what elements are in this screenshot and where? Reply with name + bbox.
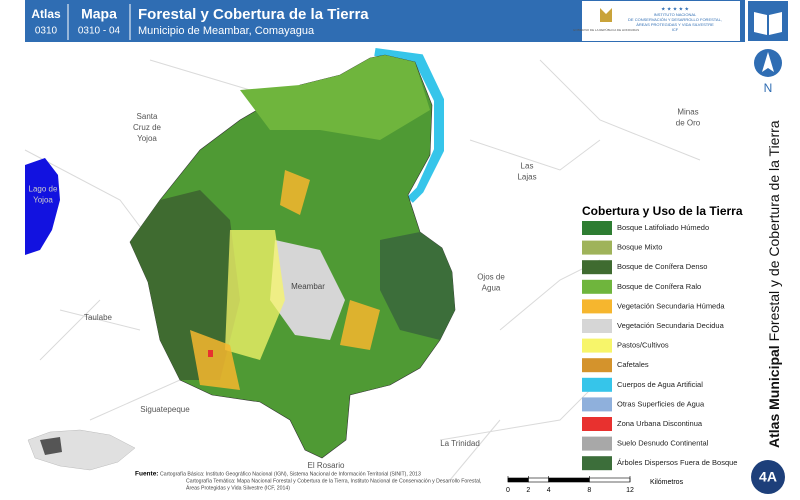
place-label: Meambar: [291, 282, 325, 291]
scale-tick-label: 2: [526, 487, 530, 494]
logo-text: INSTITUTO NACIONAL: [654, 12, 697, 17]
legend-swatch: [582, 319, 612, 333]
logo-left: GOBIERNO DE LA REPÚBLICA DE HONDURAS: [573, 27, 639, 32]
sources-line: Cartografía Temática: Mapa Nacional Fore…: [186, 478, 481, 484]
legend-swatch: [582, 299, 612, 314]
north-arrow: [762, 52, 774, 72]
scale-tick-label: 8: [587, 487, 591, 494]
scale-tick-label: 0: [506, 487, 510, 494]
trees-zone: [380, 232, 455, 340]
title: Forestal y Cobertura de la Tierra: [138, 6, 369, 23]
secondary-zone: [190, 170, 380, 390]
side-title: Atlas Municipal Forestal y de Cobertura …: [766, 120, 782, 448]
place-label: Lajas: [517, 173, 536, 182]
legend-swatch: [582, 456, 612, 471]
legend-swatch: [582, 377, 612, 392]
logo-text: ICF: [672, 27, 679, 32]
place-label: El Rosario: [308, 461, 345, 470]
roads: [24, 59, 701, 481]
legend-label: Árboles Dispersos Fuera de Bosque: [617, 458, 737, 467]
legend-label: Vegetación Secundaria Húmeda: [617, 301, 725, 310]
decidua-zone: [270, 240, 345, 340]
legend-swatch: [582, 279, 612, 294]
legend-swatch: [582, 260, 612, 275]
lake: [25, 158, 60, 255]
legend-label: Suelo Desnudo Continental: [617, 439, 709, 448]
place-label: Yojoa: [33, 196, 53, 205]
badge-circle: [751, 460, 785, 494]
logo-stars: ★ ★ ★ ★ ★: [661, 6, 689, 12]
scale-unit: Kilómetros: [650, 479, 684, 486]
legend-title: Cobertura y Uso de la Tierra: [582, 204, 743, 218]
logo-text: ÁREAS PROTEGIDAS Y VIDA SILVESTRE: [636, 22, 714, 27]
place-label: Agua: [482, 284, 501, 293]
legend-swatch: [582, 397, 612, 412]
legend-label: Vegetación Secundaria Decidua: [617, 321, 725, 330]
sources-line: Áreas Protegidas y Vida Silvestre (ICF, …: [186, 484, 290, 491]
atlas-code: 0310: [35, 26, 58, 37]
place-label: Lago de: [29, 185, 58, 194]
place-label: Cruz de: [133, 123, 162, 132]
legend-label: Bosque de Conífera Ralo: [617, 282, 701, 291]
legend-swatch: [582, 221, 612, 235]
legend-label: Bosque de Conífera Denso: [617, 262, 707, 271]
place-label: Santa: [137, 112, 158, 121]
atlas-label: Atlas: [31, 7, 61, 21]
scale-tick-label: 4: [547, 487, 551, 494]
legend-label: Bosque Mixto: [617, 243, 662, 252]
subtitle: Municipio de Meambar, Comayagua: [138, 25, 315, 37]
place-label: Las: [521, 162, 534, 171]
legend-label: Cuerpos de Agua Artificial: [617, 380, 703, 389]
place-label: Minas: [677, 108, 698, 117]
legend-label: Bosque Latifoliado Húmedo: [617, 223, 709, 232]
legend-label: Otras Superficies de Agua: [617, 399, 705, 408]
side-title-regular: Forestal y de Cobertura de la Tierra: [766, 120, 782, 341]
legend-label: Cafetales: [617, 360, 649, 369]
place-label: La Trinidad: [440, 439, 480, 448]
legend-swatch: [582, 417, 612, 431]
side-title-bold: Atlas Municipal: [766, 345, 782, 448]
place-label: Yojoa: [137, 134, 157, 143]
legend-swatch: [582, 358, 612, 373]
scale-tick-label: 12: [626, 487, 634, 494]
conifer-ralo-zone: [240, 55, 430, 140]
place-label: Siguatepeque: [140, 405, 190, 414]
scale-segment: [507, 477, 529, 483]
north-label: N: [764, 81, 773, 95]
reservoir: [374, 48, 444, 203]
book-icon: [754, 12, 782, 35]
legend-swatch: [582, 338, 612, 353]
badge: 4A: [759, 469, 777, 485]
place-label: de Oro: [676, 119, 701, 128]
pasture-zone: [225, 230, 285, 360]
map-code: 0310 - 04: [78, 26, 121, 37]
scale-segment: [548, 477, 590, 483]
logo-text: DE CONSERVACIÓN Y DESARROLLO FORESTAL,: [628, 17, 722, 22]
legend-label: Zona Urbana Discontinua: [617, 419, 703, 428]
map-label: Mapa: [81, 6, 117, 22]
sources-line: Cartografía Básica: Instituto Geográfico…: [160, 471, 421, 477]
locator-highlight: [40, 437, 62, 455]
sources-label: Fuente:: [135, 471, 158, 478]
scale-segment: [589, 477, 631, 483]
conifer-zone: [130, 190, 240, 380]
legend-swatch: [582, 240, 612, 255]
legend-label: Pastos/Cultivos: [617, 341, 669, 350]
legend-swatch: [582, 436, 612, 451]
urban-zone: [208, 350, 213, 357]
coat-of-arms: [600, 8, 612, 22]
place-label: Taulabe: [84, 313, 113, 322]
place-label: Ojos de: [477, 273, 505, 282]
scale-segment: [528, 477, 549, 483]
